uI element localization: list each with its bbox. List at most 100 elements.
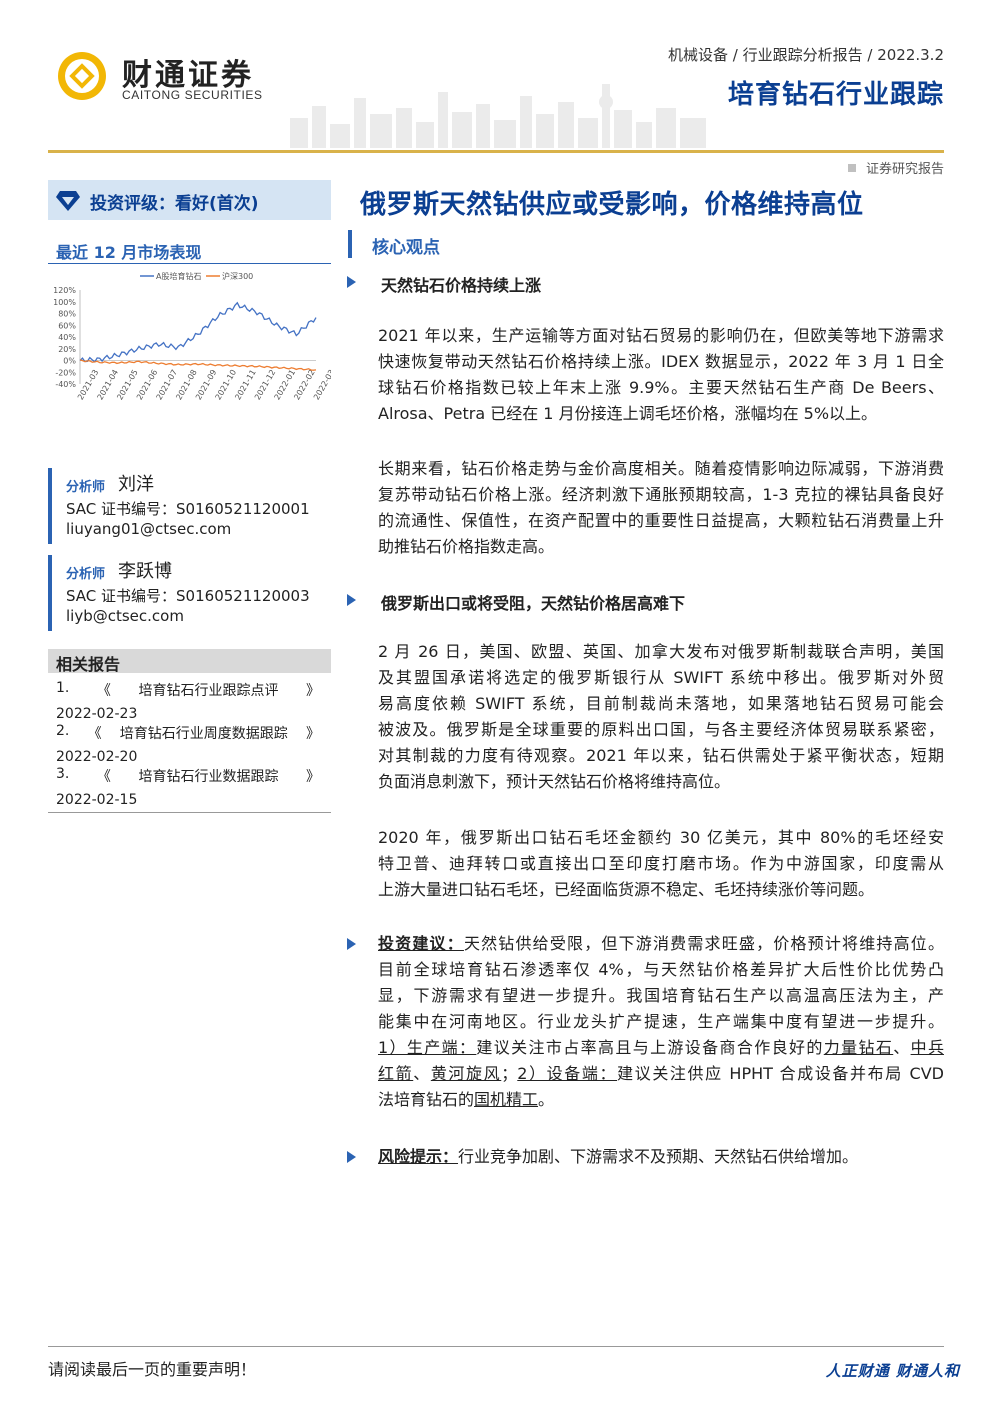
advice-label: 投资建议： xyxy=(378,934,464,953)
related-report-number: 1. xyxy=(56,680,70,696)
rating-box: 投资评级：看好(首次) xyxy=(48,180,331,220)
separator: ； xyxy=(501,1064,518,1083)
close-quote: 》 xyxy=(305,726,320,742)
series-line xyxy=(79,301,317,363)
separator: 。 xyxy=(538,1090,555,1109)
market-performance-chart: A股培育钻石 沪深300 120% 100% 80% 60% 40% 20% 0% -20% -40… xyxy=(53,271,331,402)
paragraph-line: 长期来看，钻石价格走势与金价高度相关。随着疫情影响边际减弱，下游消费 xyxy=(378,459,944,478)
production-end-label: 1）生产端： xyxy=(378,1038,477,1057)
related-report-title: 培育钻石行业跟踪点评 xyxy=(138,683,279,699)
paragraph-line: 目前全球培育钻石渗透率仅 4%，与天然钻价格差异扩大后性价比优势凸 xyxy=(378,960,944,979)
paragraph-russia-exports-2020: 2020 年，俄罗斯出口钻石毛坯金额约 30 亿美元，其中 80%的毛坯经安 特… xyxy=(378,825,944,903)
y-tick-label: -20% xyxy=(55,368,76,377)
paragraph-line: 风险提示：行业竞争加剧、下游需求不及预期、天然钻石供给增加。 xyxy=(378,1144,944,1170)
y-tick-label: 60% xyxy=(58,321,76,330)
paragraph-line: 2020 年，俄罗斯出口钻石毛坯金额约 30 亿美元，其中 80%的毛坯经安 xyxy=(378,828,944,847)
paragraph-line: Alrosa、Petra 已经在 1 月份接连上调毛坯价格，涨幅均在 5%以上。 xyxy=(378,404,878,423)
advice-text: 建议关注供应 HPHT 合成设备并布局 CVD xyxy=(617,1064,944,1083)
triangle-bullet-icon xyxy=(347,594,356,606)
triangle-bullet-icon xyxy=(347,276,356,288)
open-quote: 《 xyxy=(96,683,111,699)
paragraph-line: 显，下游需求有望进一步提升。我国培育钻石生产以高温高压法为主，产 xyxy=(378,986,944,1005)
y-tick-label: 120% xyxy=(53,286,76,295)
related-report-title: 培育钻石行业数据跟踪 xyxy=(138,769,279,785)
paragraph-long-term: 长期来看，钻石价格走势与金价高度相关。随着疫情影响边际减弱，下游消费 复苏带动钻… xyxy=(378,456,944,560)
open-quote: 《 xyxy=(87,726,102,742)
paragraph-line: 复苏带动钻石价格上涨。经济刺激下通胀预期较高，1-3 克拉的裸钻具备良好 xyxy=(378,485,944,504)
separator: 、 xyxy=(893,1038,911,1057)
subheading-russia-export: 俄罗斯出口或将受阻，天然钻价格居高难下 xyxy=(381,594,686,613)
paragraph-line: 对其制裁的力度有待观察。2021 年以来，钻石供需处于紧平衡状态，短期 xyxy=(378,746,944,765)
footer-divider xyxy=(48,1346,944,1347)
paragraph-line: 球钻石价格指数已较上年末上涨 9.9%。主要天然钻石生产商 De Beers、 xyxy=(378,378,944,397)
stock-link[interactable]: 红箭 xyxy=(378,1064,414,1083)
company-logo: 财通证券 CAITONG SECURITIES xyxy=(56,48,296,108)
paragraph-line: 上游大量进口钻石毛坯，已经面临货源不稳定、毛坯持续涨价等问题。 xyxy=(378,880,875,899)
stock-link[interactable]: 国机精工 xyxy=(474,1090,539,1109)
y-tick-label: 0% xyxy=(63,357,76,366)
paragraph-sanctions: 2 月 26 日，美国、欧盟、英国、加拿大发布对俄罗斯制裁联合声明，美国 及其盟… xyxy=(378,639,944,795)
related-report-date: 2022-02-15 xyxy=(56,792,138,808)
stock-link[interactable]: 黄河旋风 xyxy=(430,1064,502,1083)
section-accent-bar xyxy=(348,230,352,258)
investment-rating: 投资评级：看好(首次) xyxy=(90,194,259,214)
related-report-title-row: 1. 《 培育钻石行业跟踪点评 》 xyxy=(56,680,320,700)
risk-label: 风险提示： xyxy=(378,1147,459,1166)
performance-divider xyxy=(48,263,331,264)
company-name-cn: 财通证券 xyxy=(122,58,254,93)
y-tick-label: 40% xyxy=(58,333,76,342)
legend-label: 沪深300 xyxy=(222,271,253,281)
advice-text: 法培育钻石的 xyxy=(378,1090,475,1109)
y-tick-label: 100% xyxy=(53,298,76,307)
analyst-card: 分析师 刘洋 SAC 证书编号：S0160521120001 liuyang01… xyxy=(48,468,331,544)
stock-link[interactable]: 力量钻石 xyxy=(823,1038,894,1057)
coin-logo-icon xyxy=(58,52,106,100)
equipment-end-label: 2）设备端： xyxy=(517,1064,618,1083)
analyst-card: 分析师 李跃博 SAC 证书编号：S0160521120003 liyb@cts… xyxy=(48,555,331,631)
analyst-email[interactable]: liyb@ctsec.com xyxy=(66,607,184,625)
triangle-bullet-icon xyxy=(347,1151,356,1163)
analyst-role: 分析师 xyxy=(66,567,106,582)
paragraph-price-rise: 2021 年以来，生产运输等方面对钻石贸易的影响仍在，但欧美等地下游需求 快速恢… xyxy=(378,323,944,427)
disclaimer-notice: 请阅读最后一页的重要声明！ xyxy=(48,1360,257,1379)
risk-text: 行业竞争加剧、下游需求不及预期、天然钻石供给增加。 xyxy=(458,1147,859,1166)
paragraph-line: 易高度依赖 SWIFT 系统，目前制裁尚未落地，如果落地钻石贸易可能会 xyxy=(378,694,944,713)
paragraph-line: 2021 年以来，生产运输等方面对钻石贸易的影响仍在，但欧美等地下游需求 xyxy=(378,326,944,345)
paragraph-line: 投资建议：天然钻供给受限，但下游消费需求旺盛，价格预计将维持高位。 xyxy=(378,931,944,957)
related-report-item[interactable]: 3. 《 培育钻石行业数据跟踪 》 2022-02-15 xyxy=(56,766,320,808)
advice-text: 建议关注市占率高且与上游设备商合作良好的 xyxy=(476,1038,824,1057)
advice-text: 天然钻供给受限，但下游消费需求旺盛，价格预计将维持高位。 xyxy=(463,934,944,953)
company-name-en: CAITONG SECURITIES xyxy=(122,88,263,102)
paragraph-line: 法培育钻石的国机精工。 xyxy=(378,1087,944,1113)
related-report-item[interactable]: 2. 《 培育钻石行业周度数据跟踪 》 2022-02-20 xyxy=(56,723,320,765)
related-reports-header: 相关报告 xyxy=(48,649,331,674)
stock-link[interactable]: 中兵 xyxy=(910,1038,944,1057)
paragraph-investment-advice: 投资建议：天然钻供给受限，但下游消费需求旺盛，价格预计将维持高位。 目前全球培育… xyxy=(378,931,944,1113)
analyst-email[interactable]: liuyang01@ctsec.com xyxy=(66,520,232,538)
paragraph-risk: 风险提示：行业竞争加剧、下游需求不及预期、天然钻石供给增加。 xyxy=(378,1144,944,1170)
paragraph-line: 2 月 26 日，美国、欧盟、英国、加拿大发布对俄罗斯制裁联合声明，美国 xyxy=(378,642,944,661)
paragraph-line: 被波及。俄罗斯是全球重要的原料出口国，与各主要经济体贸易联系紧密， xyxy=(378,720,944,739)
paragraph-line: 负面消息刺激下，预计天然钻石价格将维持高位。 xyxy=(378,772,731,791)
related-report-number: 2. xyxy=(56,723,70,739)
paragraph-line: 快速恢复带动天然钻石价格持续上涨。IDEX 数据显示，2022 年 3 月 1 … xyxy=(378,352,944,371)
company-slogan: 人正财通 财通人和 xyxy=(825,1362,960,1380)
report-headline: 俄罗斯天然钻供应或受影响，价格维持高位 xyxy=(360,190,864,220)
analyst-accent-bar xyxy=(48,555,52,631)
legend-label: A股培育钻石 xyxy=(156,271,201,281)
doc-type-label: 证券研究报告 xyxy=(847,158,944,177)
y-tick-label: 20% xyxy=(58,345,76,354)
paragraph-line: 助推钻石价格指数走高。 xyxy=(378,537,555,556)
y-tick-label: -40% xyxy=(55,380,76,389)
related-report-item[interactable]: 1. 《 培育钻石行业跟踪点评 》 2022-02-23 xyxy=(56,680,320,722)
related-reports-divider xyxy=(48,812,331,813)
triangle-bullet-icon xyxy=(347,938,356,950)
analyst-role: 分析师 xyxy=(66,480,106,495)
analyst-sac: SAC 证书编号：S0160521120001 xyxy=(66,500,310,518)
series-line xyxy=(79,359,317,371)
city-skyline-graphic xyxy=(290,84,706,148)
paragraph-line: 1）生产端：建议关注市占率高且与上游设备商合作良好的力量钻石、中兵 xyxy=(378,1035,944,1061)
header-divider xyxy=(48,150,944,153)
analyst-sac: SAC 证书编号：S0160521120003 xyxy=(66,587,310,605)
doc-type-text: 证券研究报告 xyxy=(865,162,944,177)
